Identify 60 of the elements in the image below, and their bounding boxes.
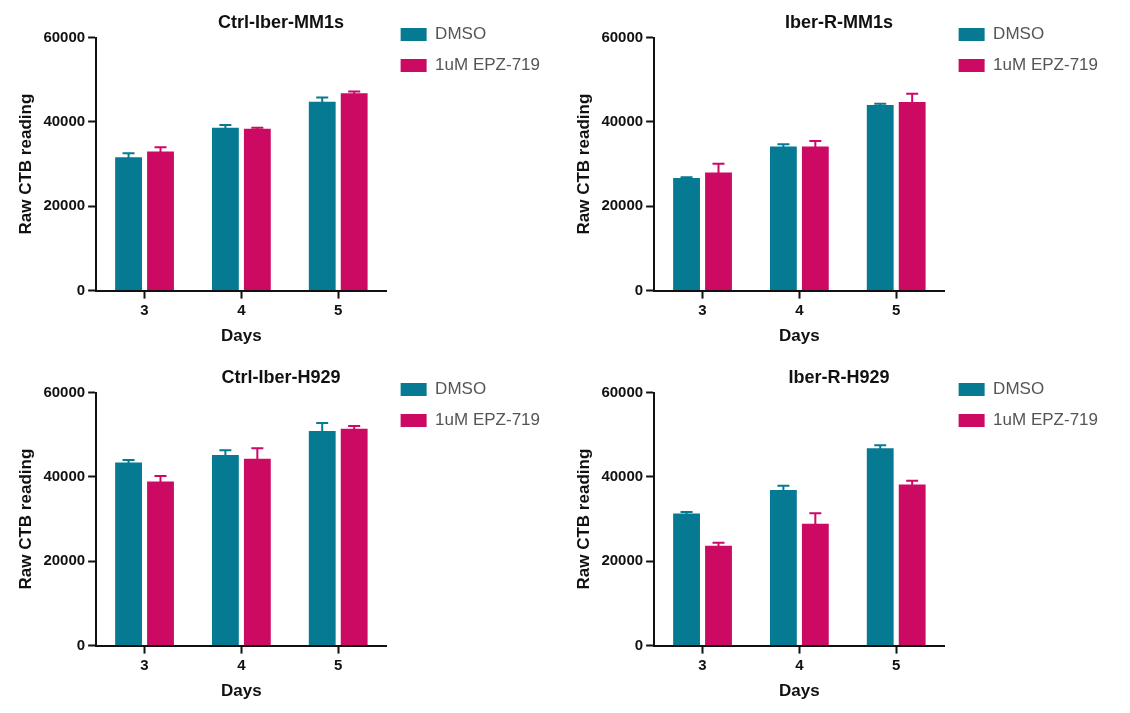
x-tick-label: 3 xyxy=(140,655,149,673)
y-tick-label: 40000 xyxy=(43,112,86,130)
x-axis-title: Days xyxy=(779,681,820,701)
legend-label: 1uM EPZ-719 xyxy=(993,410,1099,430)
legend-label: 1uM EPZ-719 xyxy=(435,410,541,430)
bar xyxy=(866,448,894,646)
y-tick-label: 20000 xyxy=(601,551,644,569)
y-tick-label: 40000 xyxy=(43,467,86,485)
x-axis-title: Days xyxy=(779,326,820,346)
x-tick-label: 4 xyxy=(237,655,247,673)
x-tick-label: 5 xyxy=(892,655,901,673)
legend-label: DMSO xyxy=(435,24,487,44)
y-tick-label: 20000 xyxy=(43,196,86,214)
y-tick-label: 0 xyxy=(634,280,644,298)
y-tick-label: 40000 xyxy=(601,467,644,485)
x-tick-label: 4 xyxy=(795,655,805,673)
chart-title: Ctrl-Iber-H929 xyxy=(221,366,341,387)
y-axis-title: Raw CTB reading xyxy=(573,93,593,235)
x-tick-label: 5 xyxy=(334,300,343,318)
legend-label: DMSO xyxy=(993,379,1045,399)
bar xyxy=(898,484,926,646)
chart-title: Ctrl-Iber-MM1s xyxy=(217,11,345,32)
bar xyxy=(705,545,732,646)
y-tick-label: 60000 xyxy=(601,382,644,400)
x-tick-label: 5 xyxy=(892,300,901,318)
legend-label: 1uM EPZ-719 xyxy=(435,55,541,75)
y-tick-label: 0 xyxy=(76,280,86,298)
legend-label: 1uM EPZ-719 xyxy=(993,55,1099,75)
y-tick-label: 60000 xyxy=(601,27,644,45)
bar xyxy=(673,513,700,646)
x-axis-title: Days xyxy=(221,681,262,701)
bar xyxy=(340,428,368,646)
y-tick-label: 0 xyxy=(634,635,644,653)
chart-title: Iber-R-H929 xyxy=(788,366,890,387)
chart-title: Iber-R-MM1s xyxy=(784,11,894,32)
y-axis-title: Raw CTB reading xyxy=(15,448,35,590)
x-tick-label: 3 xyxy=(698,655,707,673)
legend-label: DMSO xyxy=(435,379,487,399)
bar xyxy=(340,93,368,291)
x-tick-label: 5 xyxy=(334,655,343,673)
y-tick-label: 40000 xyxy=(601,112,644,130)
bar xyxy=(769,146,797,291)
x-tick-label: 4 xyxy=(237,300,247,318)
bar xyxy=(243,128,271,291)
y-axis-title: Raw CTB reading xyxy=(573,448,593,590)
x-tick-label: 4 xyxy=(795,300,805,318)
y-axis-title: Raw CTB reading xyxy=(15,93,35,235)
bar xyxy=(866,105,894,291)
x-axis-title: Days xyxy=(221,326,262,346)
bar xyxy=(115,462,142,646)
y-tick-label: 60000 xyxy=(43,27,86,45)
x-tick-label: 3 xyxy=(140,300,149,318)
x-tick-label: 3 xyxy=(698,300,707,318)
legend-label: DMSO xyxy=(993,24,1045,44)
bar xyxy=(673,178,700,291)
y-tick-label: 60000 xyxy=(43,382,86,400)
bar xyxy=(211,127,239,291)
y-tick-label: 0 xyxy=(76,635,86,653)
y-tick-label: 20000 xyxy=(43,551,86,569)
y-tick-label: 20000 xyxy=(601,196,644,214)
